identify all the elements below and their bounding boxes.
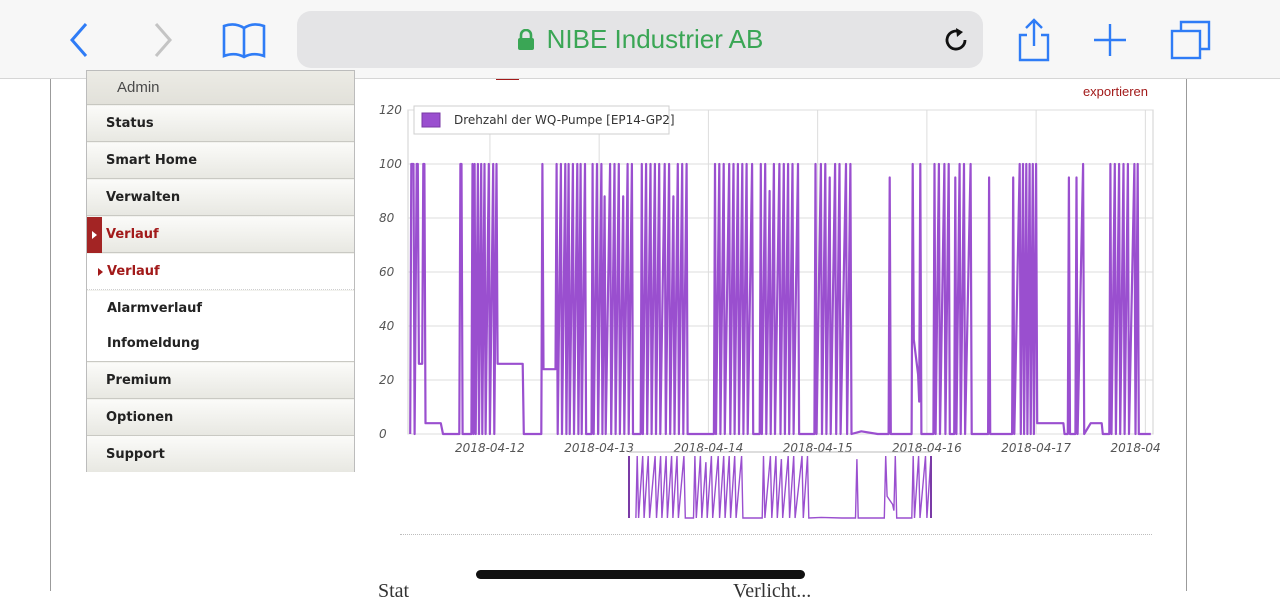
legend-swatch [421, 112, 441, 128]
bottom-text-left: Stat [378, 580, 410, 602]
bookmarks-icon [222, 23, 266, 59]
x-tick-label: 2018-04-16 [892, 441, 962, 455]
sidebar-menu: Admin Status Smart Home Verwalten Verlau… [86, 70, 355, 472]
legend-box [413, 105, 670, 135]
new-tab-button[interactable] [1088, 18, 1132, 62]
forward-icon [154, 23, 172, 57]
back-button[interactable] [62, 18, 96, 62]
reload-icon [945, 28, 967, 51]
sidebar-item-label: Verlauf [106, 227, 159, 242]
y-tick-label: 100 [379, 157, 402, 171]
sidebar-item-premium[interactable]: Premium [87, 363, 354, 399]
x-tick-label: 2018-04-13 [564, 441, 634, 455]
header-remnant [496, 79, 519, 80]
sidebar-header: Admin [87, 71, 354, 105]
sidebar-item-verwalten[interactable]: Verwalten [87, 180, 354, 216]
sidebar-item-label: Premium [106, 373, 172, 388]
reload-button[interactable] [939, 23, 973, 57]
sidebar-item-support[interactable]: Support [87, 436, 354, 472]
submenu-item-label: Infomeldung [107, 336, 200, 351]
url-title: NIBE Industrier AB [546, 24, 764, 54]
back-icon [70, 23, 88, 57]
sidebar-item-verlauf[interactable]: Verlauf [87, 217, 354, 253]
sidebar-item-label: Verwalten [106, 190, 181, 205]
y-tick-label: 80 [379, 211, 395, 225]
home-indicator [476, 570, 805, 579]
sidebar-item-label: Smart Home [106, 153, 198, 168]
lock-icon [517, 28, 534, 50]
forward-button[interactable] [146, 18, 180, 62]
navigator-series [635, 455, 932, 519]
bottom-text-right: Verlicht... [733, 580, 812, 602]
sidebar-item-optionen[interactable]: Optionen [87, 400, 354, 436]
x-tick-label: 2018-04-15 [783, 441, 853, 455]
active-arrow-icon [98, 268, 103, 276]
submenu-item-label: Alarmverlauf [107, 301, 203, 316]
active-marker-icon [87, 217, 102, 253]
y-tick-label: 120 [379, 103, 402, 117]
x-tick-label: 2018-04-14 [674, 441, 744, 455]
submenu-item-verlauf[interactable]: Verlauf [87, 254, 354, 290]
plus-icon [1094, 24, 1126, 56]
history-chart[interactable]: 0 20 40 60 80 100 120 2018-04-12 2018-04-13 2018-… [370, 100, 1160, 525]
browser-toolbar: NIBE Industrier AB [0, 0, 1280, 79]
submenu-item-infomeldung[interactable]: Infomeldung [87, 326, 354, 362]
sidebar-item-label: Status [106, 116, 154, 131]
series-line [409, 162, 1151, 436]
sidebar-item-label: Optionen [106, 410, 174, 425]
section-divider [400, 534, 1152, 535]
export-link[interactable]: exportieren [1082, 84, 1148, 99]
bookmarks-button[interactable] [218, 18, 270, 62]
tabs-icon [1170, 20, 1211, 60]
y-tick-label: 40 [379, 319, 395, 333]
submenu-item-label: Verlauf [107, 264, 160, 279]
legend-label: Drehzahl der WQ-Pumpe [EP14-GP2] [454, 113, 675, 127]
submenu-item-alarmverlauf[interactable]: Alarmverlauf [87, 291, 354, 327]
tabs-button[interactable] [1166, 18, 1216, 62]
share-icon [1018, 18, 1050, 62]
x-tick-label: 2018-04-17 [1001, 441, 1071, 455]
sidebar-item-smart-home[interactable]: Smart Home [87, 143, 354, 179]
y-tick-label: 20 [379, 373, 395, 387]
address-bar[interactable]: NIBE Industrier AB [297, 11, 983, 68]
x-tick-label: 2018-04-12 [455, 441, 525, 455]
sidebar-item-label: Support [106, 446, 165, 462]
share-button[interactable] [1012, 18, 1056, 62]
sidebar-item-status[interactable]: Status [87, 106, 354, 142]
y-tick-label: 60 [379, 265, 395, 279]
x-tick-label: 2018-04-18 [1110, 441, 1160, 455]
y-tick-label: 0 [379, 427, 387, 441]
